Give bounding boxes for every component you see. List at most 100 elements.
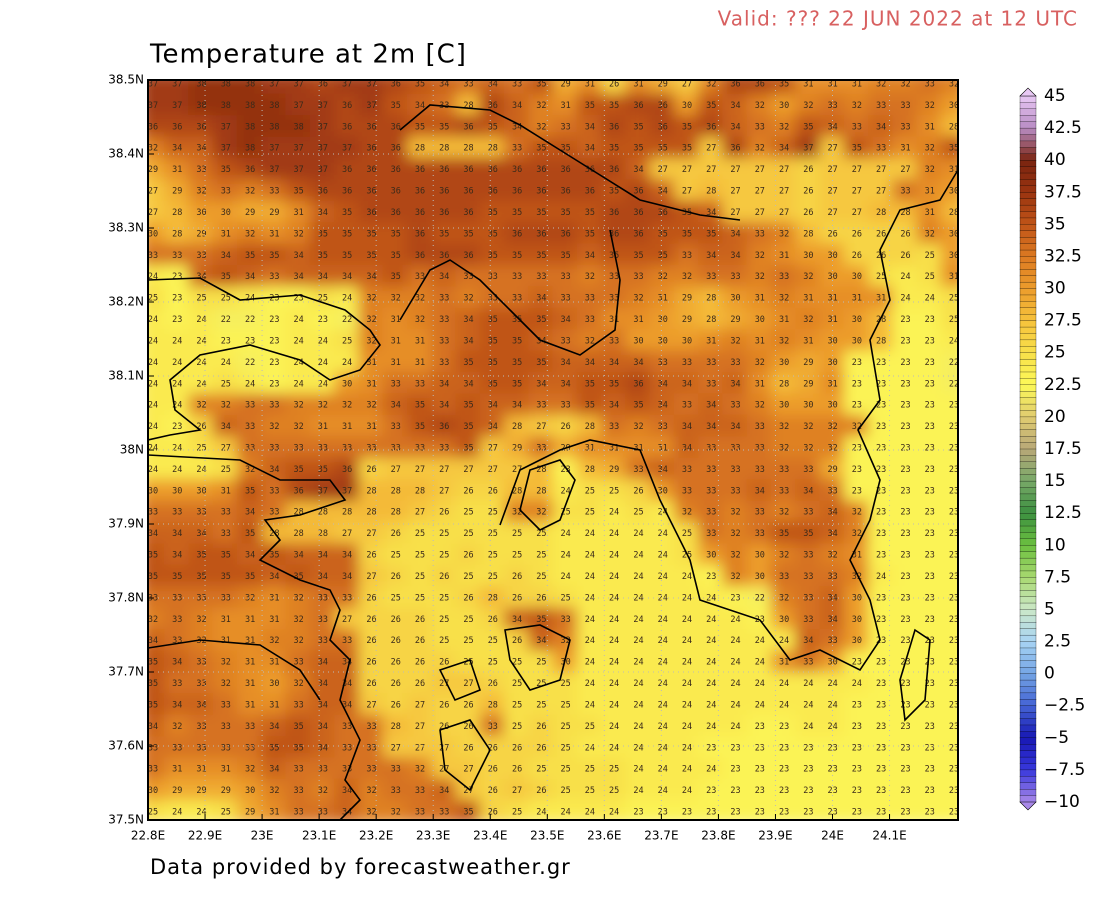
temperature-cell <box>455 607 482 631</box>
temperature-cell <box>358 414 385 439</box>
temperature-cell <box>212 457 239 482</box>
temperature-cell <box>746 757 773 781</box>
temperature-value: 24 <box>172 444 182 454</box>
temperature-value: 33 <box>318 593 328 603</box>
temperature-cell <box>625 479 652 503</box>
temperature-value: 25 <box>439 551 449 561</box>
temperature-value: 26 <box>439 722 449 732</box>
temperature-value: 33 <box>755 422 765 432</box>
temperature-cell <box>285 307 312 332</box>
temperature-cell <box>334 265 361 289</box>
temperature-value: 25 <box>221 808 231 818</box>
temperature-value: 33 <box>828 572 838 582</box>
temperature-value: 31 <box>658 294 668 304</box>
temperature-value: 34 <box>536 636 546 646</box>
colorbar-label: 20 <box>1044 407 1066 427</box>
colorbar-swatch <box>1019 320 1037 328</box>
temperature-value: 23 <box>925 444 935 454</box>
temperature-cell <box>382 650 409 674</box>
temperature-value: 37 <box>294 80 304 90</box>
temperature-value: 34 <box>318 572 328 582</box>
temperature-cell <box>576 778 604 803</box>
colorbar-swatch <box>1019 557 1037 565</box>
temperature-cell <box>236 500 264 524</box>
temperature-value: 24 <box>585 615 595 625</box>
temperature-cell <box>479 80 506 96</box>
temperature-value: 28 <box>706 315 716 325</box>
temperature-value: 23 <box>876 808 886 818</box>
temperature-value: 33 <box>172 593 182 603</box>
temperature-value: 33 <box>900 122 910 132</box>
temperature-value: 23 <box>925 379 935 389</box>
temperature-value: 33 <box>415 272 425 282</box>
temperature-value: 27 <box>342 615 352 625</box>
colorbar-swatch <box>1019 179 1037 187</box>
shading <box>148 80 958 820</box>
temperature-value: 23 <box>925 658 935 668</box>
temperature-value: 27 <box>828 187 838 197</box>
colorbar-swatch <box>1019 532 1037 540</box>
temperature-value: 24 <box>658 593 668 603</box>
temperature-value: 24 <box>658 743 668 753</box>
temperature-value: 27 <box>415 508 425 518</box>
temperature-cell <box>236 736 264 760</box>
temperature-value: 35 <box>536 251 546 261</box>
temperature-cell <box>164 521 191 546</box>
temperature-cell <box>212 372 239 396</box>
temperature-value: 31 <box>585 444 595 454</box>
temperature-value: 23 <box>900 358 910 368</box>
temperature-value: 33 <box>512 294 522 304</box>
temperature-cell <box>940 436 958 460</box>
temperature-value: 35 <box>536 208 546 218</box>
temperature-cell <box>528 757 555 781</box>
temperature-value: 34 <box>245 551 255 561</box>
temperature-cell <box>698 757 725 781</box>
colorbar-label: 7.5 <box>1044 567 1071 587</box>
temperature-value: 37 <box>148 80 158 90</box>
temperature-value: 26 <box>415 636 425 646</box>
temperature-value: 25 <box>415 551 425 561</box>
temperature-cell <box>722 543 749 567</box>
temperature-value: 33 <box>512 80 522 90</box>
temperature-value: 26 <box>366 465 376 475</box>
temperature-cell <box>746 243 773 267</box>
temperature-value: 27 <box>828 208 838 218</box>
temperature-cell <box>576 115 604 139</box>
temperature-value: 33 <box>730 272 740 282</box>
temperature-value: 35 <box>633 251 643 261</box>
temperature-cell <box>576 693 604 717</box>
temperature-cell <box>479 543 506 567</box>
temperature-cell <box>625 521 652 546</box>
temperature-value: 33 <box>609 422 619 432</box>
temperature-value: 35 <box>366 229 376 239</box>
temperature-cell <box>406 521 434 546</box>
temperature-cell <box>940 500 958 524</box>
temperature-cell <box>188 457 215 482</box>
temperature-cell <box>843 714 871 739</box>
temperature-cell <box>479 329 506 353</box>
temperature-value: 33 <box>172 508 182 518</box>
temperature-value: 33 <box>488 272 498 282</box>
temperature-cell <box>236 393 264 417</box>
temperature-value: 36 <box>633 229 643 239</box>
temperature-cell <box>148 307 167 332</box>
temperature-value: 33 <box>148 508 158 518</box>
temperature-cell <box>261 200 288 225</box>
temperature-cell <box>358 629 385 653</box>
temperature-cell <box>382 80 409 96</box>
temperature-cell <box>431 329 458 353</box>
temperature-cell <box>673 800 701 820</box>
temperature-value: 34 <box>294 272 304 282</box>
temperature-value: 37 <box>318 144 328 154</box>
temperature-value: 26 <box>391 615 401 625</box>
temperature-value: 24 <box>609 722 619 732</box>
temperature-value: 25 <box>512 658 522 668</box>
temperature-value: 26 <box>391 700 401 710</box>
temperature-value: 34 <box>294 551 304 561</box>
temperature-value: 23 <box>925 508 935 518</box>
temperature-cell <box>552 757 579 781</box>
temperature-value: 23 <box>876 615 886 625</box>
temperature-cell <box>576 372 604 396</box>
temperature-value: 27 <box>439 465 449 475</box>
temperature-value: 34 <box>342 700 352 710</box>
